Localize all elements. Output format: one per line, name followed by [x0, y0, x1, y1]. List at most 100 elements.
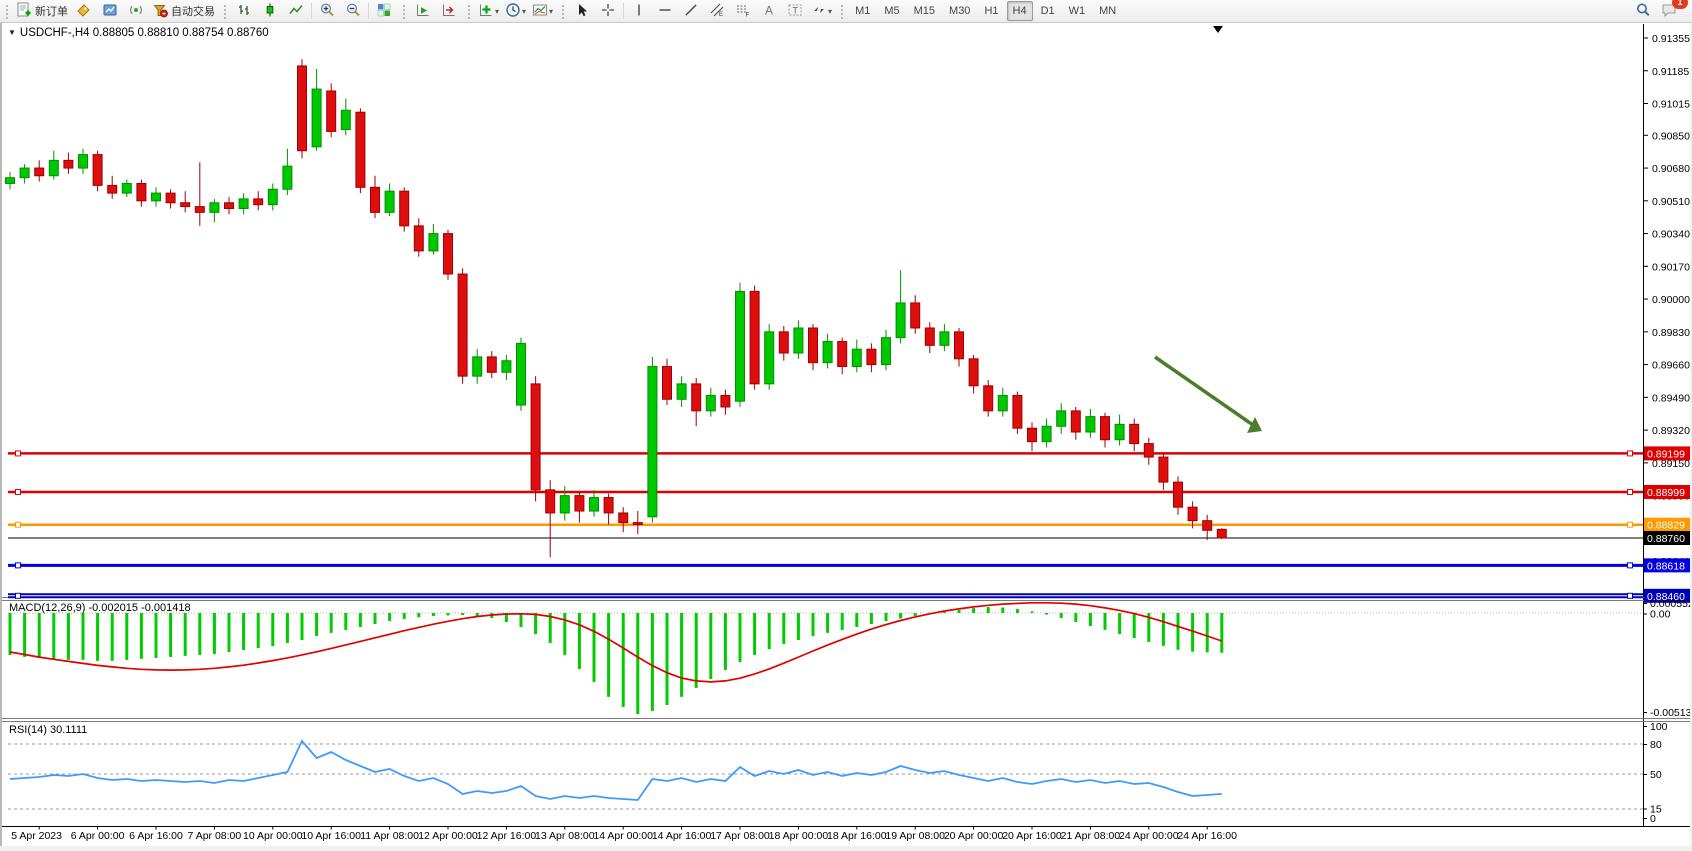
svg-text:0.90850: 0.90850: [1652, 130, 1690, 142]
timeframe-mn-button[interactable]: MN: [1099, 5, 1117, 17]
svg-text:100: 100: [1650, 721, 1668, 733]
toolbar-separator: [311, 3, 312, 19]
zoom-in-icon: [319, 2, 335, 21]
svg-text:7 Apr 08:00: 7 Apr 08:00: [188, 830, 242, 842]
svg-text:0.90170: 0.90170: [1652, 261, 1690, 273]
zoom-in-button[interactable]: [314, 0, 340, 22]
chart-shift-marker[interactable]: [1213, 26, 1223, 33]
timeframe-m5-button[interactable]: M5: [884, 5, 900, 17]
auto-trading-button[interactable]: 自动交易: [149, 0, 218, 22]
search-button[interactable]: [1630, 0, 1656, 22]
toolbar-grip[interactable]: [401, 3, 407, 19]
signal-icon: [128, 2, 144, 21]
market-watch-button[interactable]: [71, 0, 97, 22]
toolbar-grip[interactable]: [222, 3, 228, 19]
candlestick-mode-button[interactable]: [257, 0, 283, 22]
hline-anchor[interactable]: [1627, 562, 1633, 569]
zoom-out-button[interactable]: [340, 0, 366, 22]
terminal-icon: [102, 2, 118, 21]
timeframe-m30-button[interactable]: M30: [949, 5, 971, 17]
hline-anchor[interactable]: [1627, 488, 1633, 495]
fibonacci-tool-button[interactable]: F: [730, 0, 756, 22]
bar-chart-mode-button[interactable]: [231, 0, 257, 22]
svg-text:0.000552: 0.000552: [1650, 598, 1690, 610]
hline-anchor[interactable]: [1627, 521, 1633, 528]
candlestick-series: [5, 59, 1227, 558]
new-order-icon: [16, 2, 32, 21]
line-chart-icon: [288, 2, 304, 21]
hline-anchor[interactable]: [15, 488, 21, 495]
symbol-ohlc-line: ▼ USDCHF-,H4 0.88805 0.88810 0.88754 0.88…: [8, 27, 269, 39]
timeframe-h1-button[interactable]: H1: [984, 5, 999, 17]
tile-windows-button[interactable]: [371, 0, 397, 22]
timeframe-h4-button[interactable]: H4: [1006, 1, 1033, 21]
svg-text:0.90340: 0.90340: [1652, 229, 1690, 241]
svg-text:0.89830: 0.89830: [1652, 327, 1690, 339]
new-order-button[interactable]: 新订单: [13, 0, 71, 22]
hline-anchor[interactable]: [1627, 450, 1633, 457]
toolbar-grip[interactable]: [839, 3, 846, 19]
svg-text:0.00: 0.00: [1650, 609, 1671, 621]
auto-scroll-button[interactable]: [410, 0, 436, 22]
price-axis: 0.91355 0.91185 0.91015 0.90850 0.90680 0.905…: [1643, 33, 1690, 601]
search-icon: [1635, 2, 1651, 21]
svg-text:11 Apr 08:00: 11 Apr 08:00: [360, 830, 419, 842]
chevron-down-icon: ▾: [522, 6, 527, 16]
indicators-button[interactable]: ▾: [475, 0, 502, 22]
svg-text:21 Apr 08:00: 21 Apr 08:00: [1061, 830, 1121, 842]
svg-text:0.91185: 0.91185: [1652, 66, 1689, 78]
hline-anchor[interactable]: [1627, 592, 1633, 599]
text-label-icon: T: [787, 2, 803, 21]
line-chart-mode-button[interactable]: [283, 0, 309, 22]
svg-text:14 Apr 00:00: 14 Apr 00:00: [593, 830, 653, 842]
periods-button[interactable]: ▾: [502, 0, 529, 22]
chat-button[interactable]: 1: [1656, 0, 1688, 22]
terminal-button[interactable]: [97, 0, 123, 22]
symbol-dropdown-icon[interactable]: ▼: [8, 28, 16, 37]
svg-text:0.89490: 0.89490: [1652, 392, 1690, 404]
main-toolbar: 新订单 自动交易: [0, 0, 1692, 23]
timeframe-d1-button[interactable]: D1: [1040, 5, 1055, 17]
svg-text:17 Apr 08:00: 17 Apr 08:00: [710, 830, 770, 842]
crosshair-tool-button[interactable]: [595, 0, 621, 22]
trendline-tool-button[interactable]: [678, 0, 704, 22]
auto-scroll-icon: [415, 2, 431, 21]
channel-tool-button[interactable]: E: [704, 0, 730, 22]
svg-text:18 Apr 00:00: 18 Apr 00:00: [769, 830, 829, 842]
svg-text:0.91355: 0.91355: [1652, 33, 1690, 45]
svg-text:0.91015: 0.91015: [1652, 99, 1690, 111]
price-tag-icon: [76, 2, 92, 21]
hline-anchor[interactable]: [15, 521, 21, 528]
templates-button[interactable]: ▾: [529, 0, 556, 22]
hline-anchor[interactable]: [15, 592, 21, 599]
svg-text:T: T: [793, 5, 799, 15]
chart-canvas[interactable]: 0.91355 0.91185 0.91015 0.90850 0.90680 0.905…: [2, 23, 1692, 846]
fibonacci-icon: F: [735, 2, 751, 21]
svg-text:20 Apr 16:00: 20 Apr 16:00: [1002, 830, 1062, 842]
auto-trading-label: 自动交易: [171, 6, 215, 18]
timeframe-w1-button[interactable]: W1: [1068, 5, 1086, 17]
timeframe-m1-button[interactable]: M1: [855, 5, 871, 17]
toolbar-grip[interactable]: [560, 3, 567, 19]
horizontal-line-tool-button[interactable]: [652, 0, 678, 22]
svg-text:0: 0: [1650, 813, 1656, 825]
cursor-tool-button[interactable]: [569, 0, 595, 22]
strategy-tester-button[interactable]: [123, 0, 149, 22]
svg-text:14 Apr 16:00: 14 Apr 16:00: [652, 830, 712, 842]
svg-text:50: 50: [1650, 769, 1662, 781]
text-label-tool-button[interactable]: T: [782, 0, 808, 22]
chart-shift-button[interactable]: [436, 0, 462, 22]
timeframe-m15-button[interactable]: M15: [913, 5, 936, 17]
text-tool-button[interactable]: A: [756, 0, 782, 22]
svg-text:24 Apr 16:00: 24 Apr 16:00: [1177, 830, 1237, 842]
template-icon: [532, 2, 548, 21]
svg-text:10 Apr 00:00: 10 Apr 00:00: [243, 830, 303, 842]
toolbar-grip[interactable]: [466, 3, 472, 19]
hline-anchor[interactable]: [15, 562, 21, 569]
arrows-tool-button[interactable]: ▾: [808, 0, 835, 22]
vertical-line-tool-button[interactable]: [626, 0, 652, 22]
horizontal-line-icon: [657, 2, 673, 21]
time-axis: 5 Apr 2023 6 Apr 00:00 6 Apr 16:00 7 Apr 08…: [11, 826, 1237, 842]
toolbar-grip[interactable]: [4, 3, 10, 19]
hline-anchor[interactable]: [15, 450, 21, 457]
